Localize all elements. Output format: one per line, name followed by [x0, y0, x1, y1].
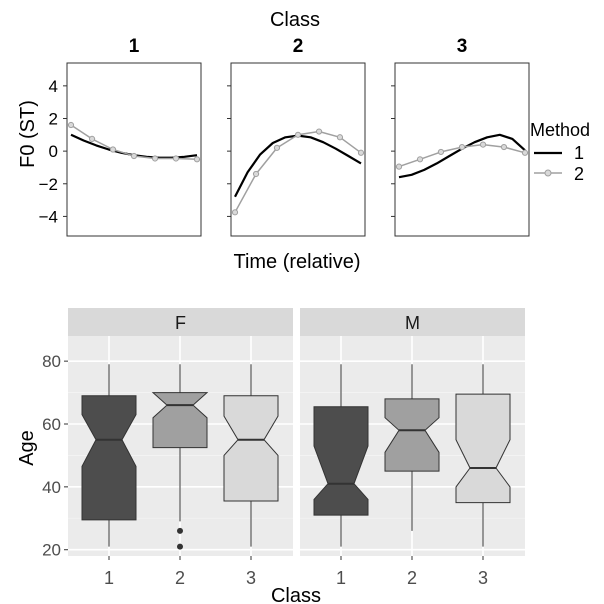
bottom-y-tick-label: 20 [42, 541, 61, 560]
bottom-x-axis-label: Class [271, 585, 321, 604]
series-2-point [294, 131, 302, 138]
notched-box [313, 406, 369, 516]
series-2-point [67, 121, 75, 129]
top-panel-frame [66, 62, 202, 237]
facet-strip-label: F [175, 313, 186, 333]
legend-label-method-2: 2 [574, 164, 584, 184]
series-2-point [130, 152, 138, 160]
notched-box [384, 398, 440, 472]
notched-box [223, 395, 279, 502]
facet-strip [68, 308, 293, 336]
series-2-point [479, 141, 487, 148]
bottom-panels: F 1 2 3 M 1 2 3 [68, 308, 525, 588]
bottom-panel-M: M 1 2 3 [300, 308, 525, 588]
top-facet-label: 2 [293, 36, 304, 57]
series-2-point [395, 163, 403, 170]
bottom-y-tick-label: 80 [42, 352, 61, 371]
x-tick-label: 3 [478, 568, 488, 588]
bottom-y-axis-label: Age [16, 430, 38, 466]
box-M-2 [384, 364, 440, 531]
facet-strip [300, 308, 525, 336]
bottom-y-tick-label: 60 [42, 415, 61, 434]
top-x-axis-label: Time (relative) [233, 251, 360, 273]
top-y-tick-label: 0 [49, 142, 58, 161]
notched-box [81, 395, 137, 521]
series-2-point [315, 128, 323, 135]
top-y-tick-label: 4 [49, 77, 58, 96]
series-2-point [416, 156, 424, 163]
top-panel-3: 3 [391, 36, 530, 237]
x-tick-label: 1 [104, 568, 114, 588]
series-2-point [109, 146, 117, 153]
series-2-point [500, 143, 508, 151]
notched-box [151, 392, 209, 449]
legend: Method 1 2 [530, 120, 590, 184]
series-2-point [252, 170, 260, 178]
top-panels: 1 2 3 [63, 36, 530, 237]
series-2-point [458, 143, 466, 151]
top-y-axis-label: F0 (ST) [17, 100, 39, 168]
x-tick-label: 1 [336, 568, 346, 588]
bottom-panel-F: F 1 2 3 [68, 308, 293, 588]
legend-title: Method [530, 120, 590, 140]
top-panel-frame [230, 62, 366, 237]
top-facet-label: 3 [457, 36, 468, 57]
series-2-point [193, 156, 201, 163]
x-tick-label: 2 [407, 568, 417, 588]
top-y-tick-label: 2 [49, 109, 58, 128]
outlier-point [177, 543, 183, 550]
facet-strip-label: M [405, 313, 420, 333]
bottom-y-tick-label: 40 [42, 478, 61, 497]
box-M-3 [455, 364, 511, 547]
series-2-point [357, 149, 365, 156]
bottom-y-axis: 80 60 40 20 [42, 352, 68, 560]
box-F-2 [151, 364, 209, 550]
series-2-point [273, 144, 281, 151]
x-tick-label: 2 [175, 568, 185, 588]
x-tick-label: 3 [246, 568, 256, 588]
legend-key-method-2-marker [544, 169, 552, 177]
top-panel-1: 1 [63, 36, 202, 237]
series-2-point [521, 149, 529, 156]
outlier-point [177, 527, 183, 534]
age-boxplot-chart: Age Class F 1 2 3 M 1 2 3 80 60 40 20 [16, 308, 525, 604]
top-y-tick-label: −4 [39, 207, 58, 226]
top-y-axis: 4 2 0 −2 −4 [39, 77, 58, 227]
top-facet-title: Class [270, 9, 320, 31]
notched-box [455, 393, 511, 504]
top-facet-label: 1 [129, 36, 140, 57]
box-F-3 [223, 364, 279, 547]
series-2-point [437, 148, 445, 156]
legend-label-method-1: 1 [574, 143, 584, 163]
box-M-1 [313, 364, 369, 547]
top-y-tick-label: −2 [39, 175, 58, 194]
series-2-point [172, 155, 180, 162]
series-2-point [336, 134, 344, 141]
series-2-point [151, 155, 159, 162]
series-2-point [88, 135, 96, 142]
box-F-1 [81, 364, 137, 547]
series-2-point [231, 209, 239, 216]
top-panel-2: 2 [227, 36, 366, 237]
